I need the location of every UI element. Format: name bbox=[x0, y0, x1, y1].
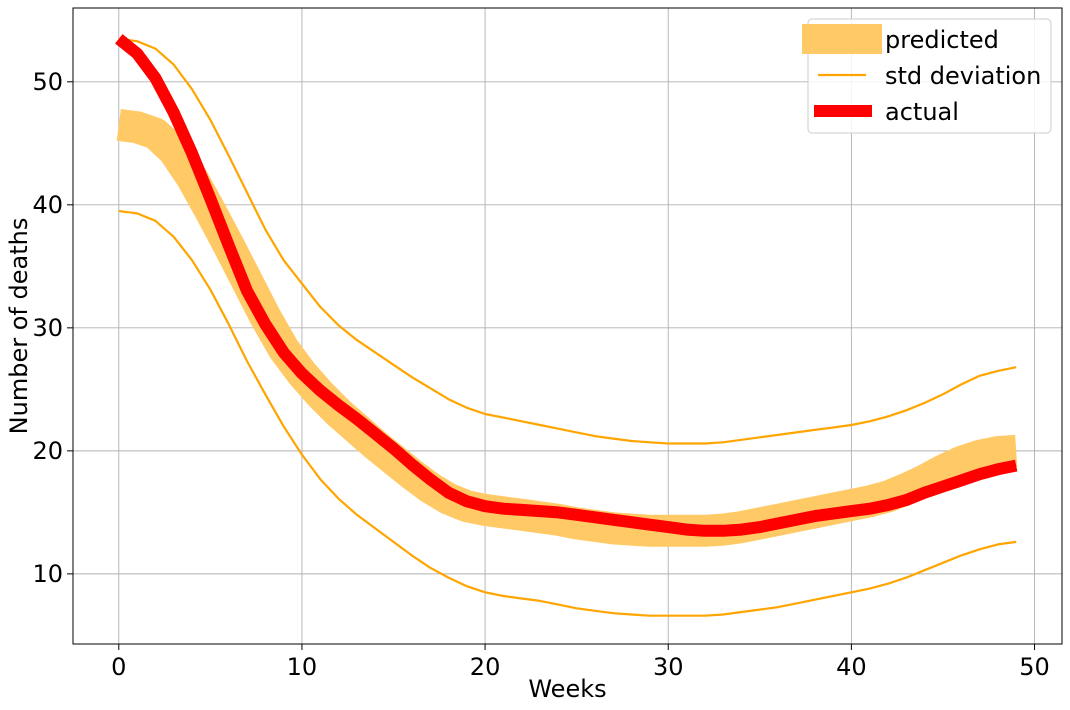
x-tick-label: 20 bbox=[470, 653, 501, 681]
plot-frame bbox=[72, 7, 1063, 645]
y-axis-label: Number of deaths bbox=[5, 218, 33, 435]
legend-label-actual: actual bbox=[885, 98, 959, 126]
legend-swatch-predicted bbox=[802, 24, 882, 54]
std-deviation-layer bbox=[118, 37, 1017, 617]
std-lower-series bbox=[118, 209, 1017, 617]
x-tick-label: 30 bbox=[653, 653, 684, 681]
std-upper-series bbox=[118, 37, 1017, 445]
x-tick-label: 0 bbox=[111, 653, 126, 681]
ticks-layer: 0 10 20 30 40 50 10 20 30 40 50 bbox=[32, 68, 1049, 681]
x-axis-label: Weeks bbox=[528, 675, 606, 703]
x-tick-label: 40 bbox=[836, 653, 867, 681]
actual-series bbox=[115, 34, 1018, 537]
legend-label-std: std deviation bbox=[885, 62, 1041, 90]
legend-label-predicted: predicted bbox=[885, 26, 999, 54]
x-tick-label: 10 bbox=[287, 653, 318, 681]
y-tick-label: 30 bbox=[32, 314, 63, 342]
x-tick-label: 50 bbox=[1019, 653, 1050, 681]
actual-layer bbox=[115, 34, 1018, 537]
y-tick-label: 40 bbox=[32, 191, 63, 219]
y-tick-label: 20 bbox=[32, 437, 63, 465]
legend: predicted std deviation actual bbox=[802, 18, 1052, 134]
y-tick-label: 10 bbox=[32, 560, 63, 588]
y-tick-label: 50 bbox=[32, 68, 63, 96]
